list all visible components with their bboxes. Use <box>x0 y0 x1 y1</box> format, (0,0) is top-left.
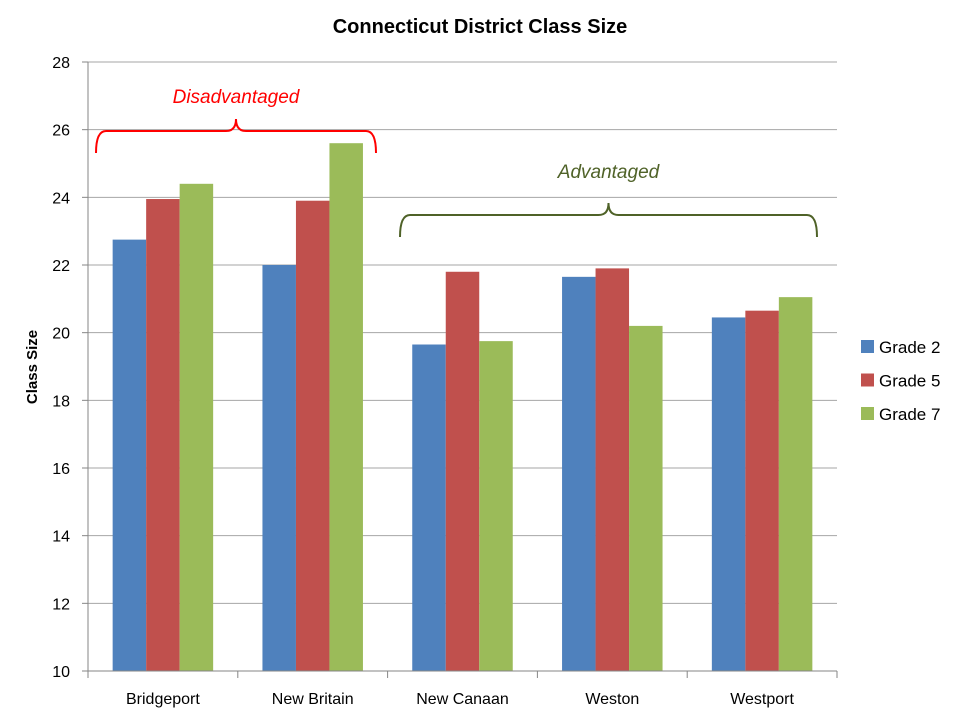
bar-new-britain-grade-7 <box>329 143 363 671</box>
legend-swatch-grade-7 <box>861 407 874 420</box>
bar-westport-grade-2 <box>711 317 746 671</box>
chart-title: Connecticut District Class Size <box>333 16 628 38</box>
bar-new-britain-grade-5 <box>295 200 330 671</box>
bar-new-canaan-grade-7 <box>479 341 513 671</box>
annotation-advantaged: Advantaged <box>557 162 661 183</box>
legend-label-grade-2: Grade 2 <box>879 338 940 357</box>
y-tick-label: 22 <box>52 258 70 275</box>
x-tick-label: Weston <box>585 691 639 708</box>
bar-westport-grade-5 <box>745 310 779 671</box>
y-tick-label: 24 <box>52 190 70 207</box>
legend-label-grade-7: Grade 7 <box>879 405 940 424</box>
bar-new-britain-grade-2 <box>262 265 296 671</box>
bar-bridgeport-grade-2 <box>112 239 147 671</box>
legend: Grade 2 Grade 5 Grade 7 <box>861 338 940 424</box>
bar-weston-grade-7 <box>629 325 663 671</box>
y-tick-label: 12 <box>52 596 70 613</box>
bar-bridgeport-grade-7 <box>179 183 214 672</box>
x-tick-label: Westport <box>730 691 794 708</box>
bar-new-canaan-grade-2 <box>412 344 446 671</box>
y-tick-label: 16 <box>52 461 70 478</box>
bar-new-canaan-grade-5 <box>445 271 480 671</box>
bar-bridgeport-grade-5 <box>146 199 180 671</box>
brace-disadvantaged <box>95 118 377 154</box>
y-tick-label: 20 <box>52 326 70 343</box>
brace-advantaged <box>399 202 818 238</box>
y-tick-label: 10 <box>52 664 70 681</box>
bar-weston-grade-5 <box>595 268 630 671</box>
annotation-disadvantaged: Disadvantaged <box>173 87 301 108</box>
y-tick-label: 26 <box>52 123 70 140</box>
bar-westport-grade-7 <box>778 297 813 671</box>
y-tick-label: 28 <box>52 55 70 72</box>
annotations: Disadvantaged Advantaged <box>95 87 818 238</box>
x-tick-label: New Britain <box>272 691 354 708</box>
x-tick-label: Bridgeport <box>126 691 200 708</box>
legend-label-grade-5: Grade 5 <box>879 372 940 391</box>
legend-swatch-grade-2 <box>861 340 874 353</box>
x-tick-label: New Canaan <box>416 691 509 708</box>
y-tick-label: 14 <box>52 529 70 546</box>
axes: 10 12 14 16 18 20 22 24 26 28 Bridgeport New Britai… <box>52 55 838 708</box>
y-axis-label: Class Size <box>24 330 41 404</box>
y-tick-label: 18 <box>52 393 70 410</box>
bars <box>112 143 813 672</box>
bar-weston-grade-2 <box>562 276 596 671</box>
legend-swatch-grade-5 <box>861 373 874 387</box>
